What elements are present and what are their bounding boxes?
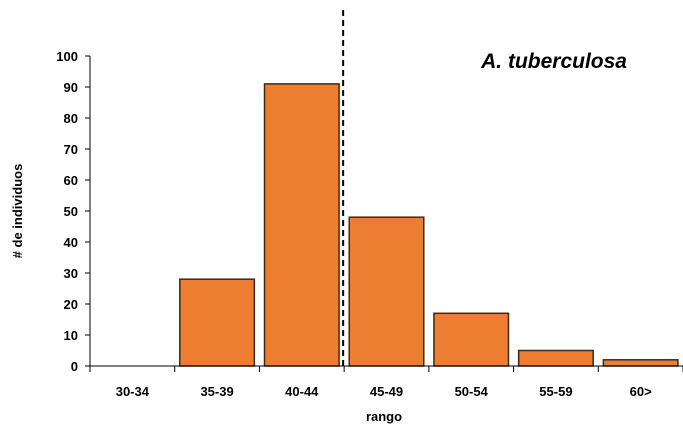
- x-tick-label: 55-59: [539, 384, 572, 399]
- bars: [179, 83, 679, 367]
- x-tick-label: 45-49: [370, 384, 403, 399]
- y-tick-label: 50: [64, 204, 78, 219]
- x-tick-label: 40-44: [285, 384, 319, 399]
- y-tick-label: 10: [64, 328, 78, 343]
- bar-35-39: [179, 278, 256, 367]
- y-tick-label: 70: [64, 142, 78, 157]
- x-axis: 30-34 35-39 40-44 45-49 50-54 55-59 60>: [89, 365, 683, 399]
- chart-title: A. tuberculosa: [480, 50, 627, 73]
- y-tick-label: 60: [64, 173, 78, 188]
- y-tick-label: 20: [64, 297, 78, 312]
- x-tick-label: 35-39: [200, 384, 233, 399]
- y-tick-label: 80: [64, 111, 78, 126]
- x-tick-label: 50-54: [455, 384, 489, 399]
- y-axis: 0 10 20 30 40 50 60 70 80 90 100: [56, 49, 91, 374]
- y-tick-label: 100: [56, 49, 78, 64]
- bar-40-44: [263, 83, 340, 367]
- y-axis-title: # de individuos: [10, 164, 25, 259]
- x-tick-label: 60>: [630, 384, 652, 399]
- bar-60>: [602, 359, 679, 367]
- y-tick-label: 40: [64, 235, 78, 250]
- y-tick-label: 90: [64, 80, 78, 95]
- y-tick-label: 0: [71, 359, 78, 374]
- bar-55-59: [517, 349, 594, 367]
- x-axis-title: rango: [366, 409, 402, 424]
- x-tick-label: 30-34: [116, 384, 150, 399]
- y-tick-label: 30: [64, 266, 78, 281]
- bar-50-54: [433, 312, 510, 367]
- bar-45-49: [348, 216, 425, 367]
